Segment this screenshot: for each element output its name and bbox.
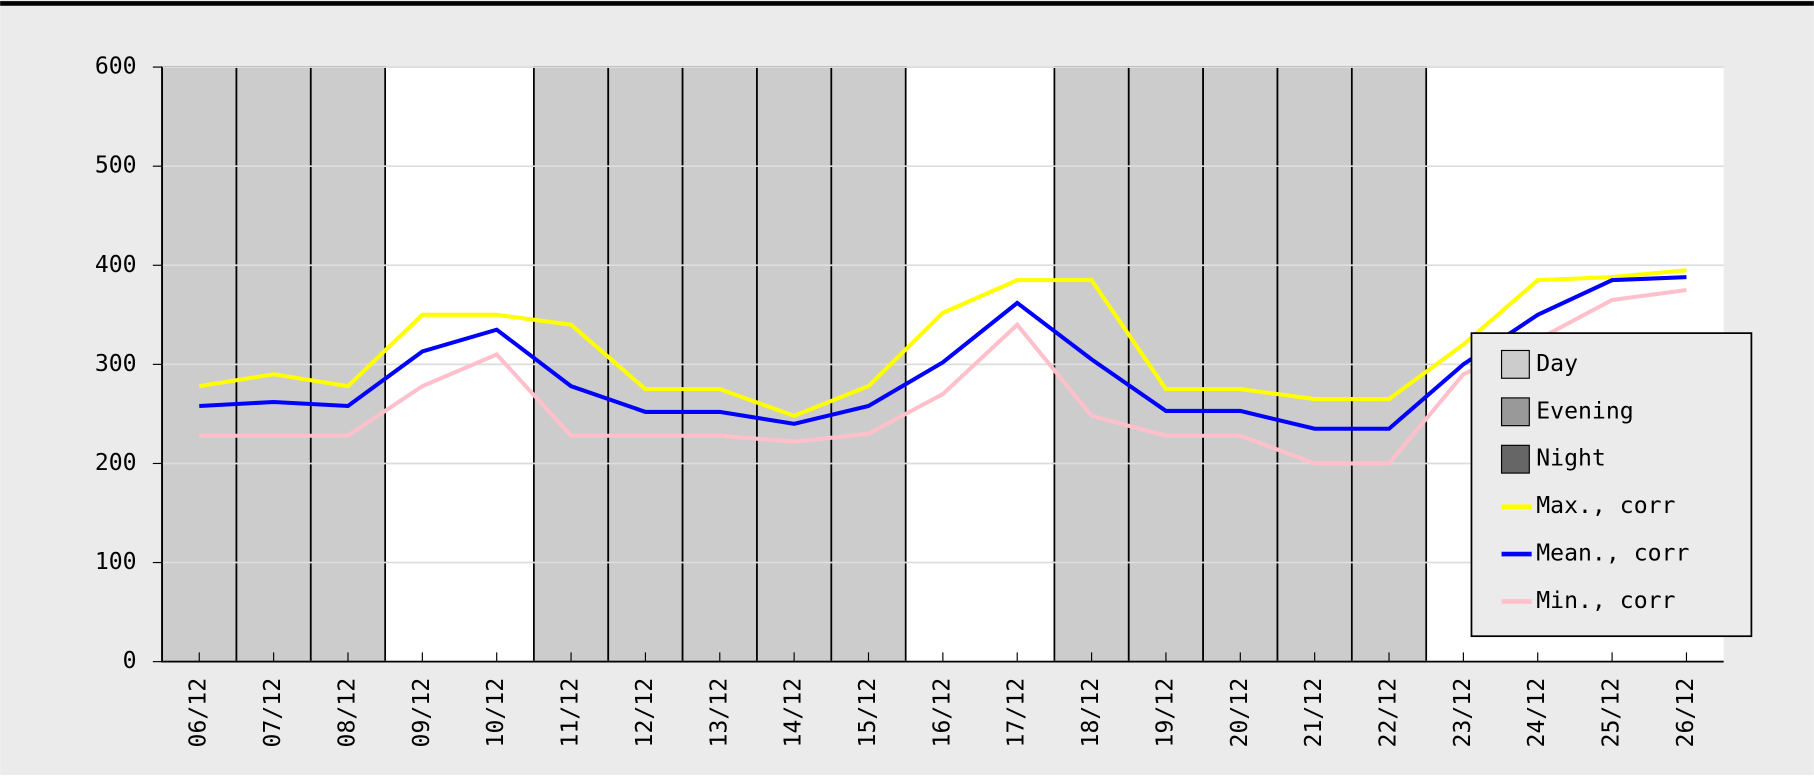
y-tick-label: 400 — [95, 252, 137, 278]
x-tick-label: 15/12 — [855, 678, 881, 748]
y-tick-label: 100 — [95, 549, 137, 575]
x-tick-label: 10/12 — [483, 678, 509, 748]
y-tick-label: 500 — [95, 153, 137, 179]
x-tick-label: 07/12 — [260, 678, 286, 748]
x-tick-label: 08/12 — [334, 678, 360, 748]
legend-label: Day — [1536, 351, 1578, 377]
x-tick-label: 06/12 — [186, 678, 212, 748]
x-tick-label: 22/12 — [1376, 678, 1402, 748]
x-tick-label: 17/12 — [1004, 678, 1030, 748]
legend-label: Evening — [1536, 398, 1633, 424]
series-line — [199, 288, 1687, 466]
x-tick-label: 14/12 — [781, 678, 807, 748]
legend-label: Min., corr — [1536, 588, 1675, 614]
x-tick-label: 12/12 — [632, 678, 658, 748]
x-tick-label: 20/12 — [1227, 678, 1253, 748]
x-tick-label: 26/12 — [1673, 678, 1699, 748]
legend-box — [1470, 332, 1753, 638]
legend-label: Night — [1536, 446, 1606, 472]
x-tick-label: 18/12 — [1078, 678, 1104, 748]
y-tick-label: 200 — [95, 450, 137, 476]
series-line — [198, 268, 1687, 419]
legend-label: Mean., corr — [1536, 541, 1689, 567]
x-tick-label: 19/12 — [1152, 678, 1178, 748]
x-tick-label: 11/12 — [558, 678, 584, 748]
x-tick-label: 16/12 — [929, 678, 955, 748]
x-tick-label: 13/12 — [706, 678, 732, 748]
x-tick-label: 25/12 — [1599, 678, 1625, 748]
legend-swatch — [1500, 444, 1530, 474]
x-tick-label: 09/12 — [409, 678, 435, 748]
x-tick-label: 23/12 — [1450, 678, 1476, 748]
legend-label: Max., corr — [1536, 493, 1675, 519]
y-tick-label: 600 — [95, 54, 137, 80]
legend-swatch — [1500, 349, 1530, 379]
y-tick-label: 0 — [123, 648, 137, 674]
y-tick-label: 300 — [95, 351, 137, 377]
legend-swatch — [1500, 397, 1530, 427]
x-tick-label: 21/12 — [1301, 678, 1327, 748]
series-line — [199, 275, 1687, 431]
x-tick-label: 24/12 — [1524, 678, 1550, 748]
